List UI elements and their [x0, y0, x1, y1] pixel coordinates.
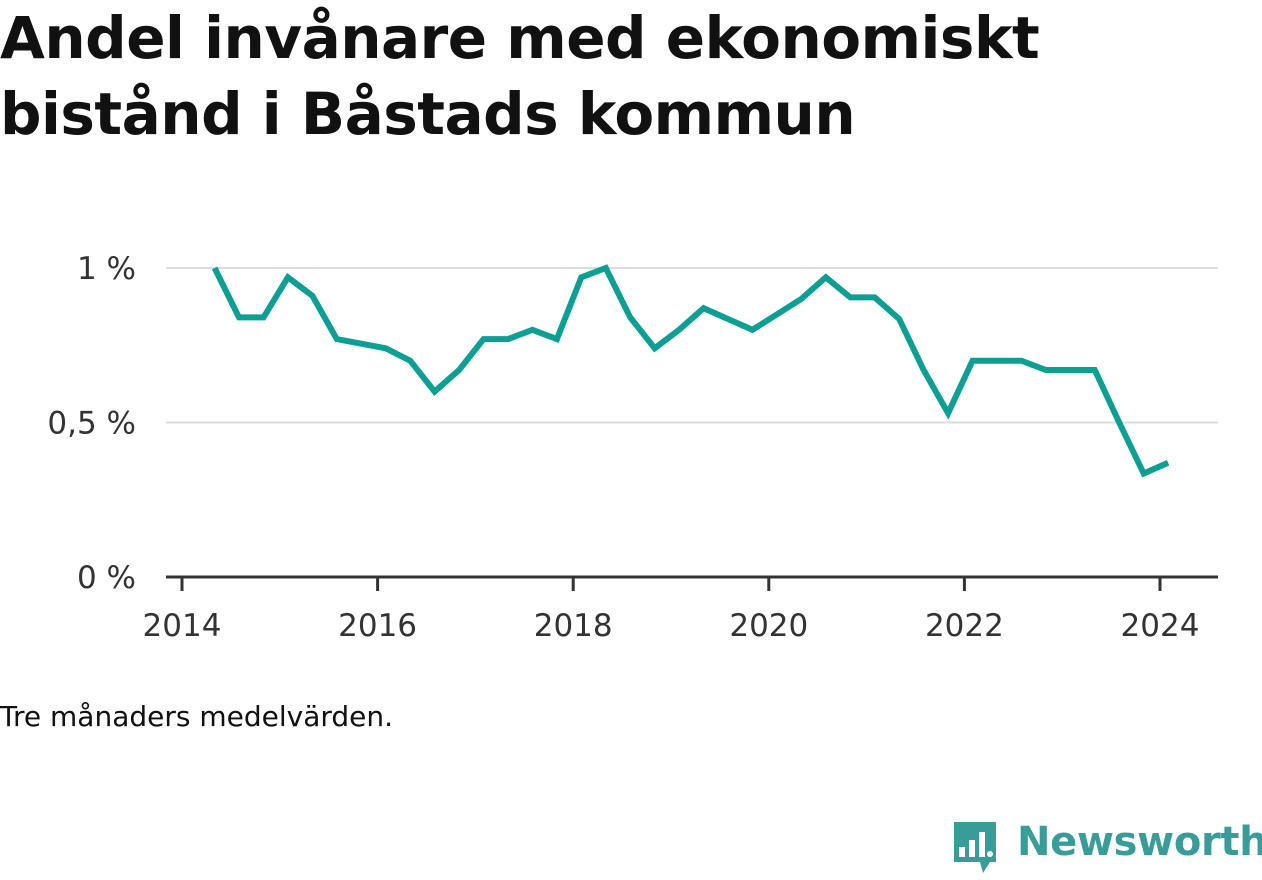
bar-chart-speech-bubble-icon [954, 822, 996, 873]
x-tick-label: 2024 [1121, 608, 1200, 644]
chart-note: Tre månaders medelvärden. [0, 700, 394, 733]
brand-name: Newsworthy [1017, 819, 1262, 865]
x-tick-label: 2016 [338, 608, 417, 644]
gridlines [166, 267, 1218, 424]
x-tick-label: 2020 [729, 608, 808, 644]
series [211, 264, 1170, 478]
line-chart: 0 % 0,5 % 1 % 2014 2016 2018 2020 2022 2024 [47, 251, 1218, 644]
series-line [211, 264, 1170, 478]
chart-title: Andel invånare med ekonomiskt bistånd i … [0, 4, 1040, 148]
x-axis: 2014 2016 2018 2020 2022 2024 [143, 577, 1200, 644]
x-tick-label: 2018 [534, 608, 613, 644]
newsworthy-logo[interactable]: Newsworthy [950, 818, 1262, 880]
x-tick-label: 2022 [925, 608, 1004, 644]
y-tick-label: 0,5 % [47, 406, 136, 442]
x-tick-label: 2014 [143, 608, 222, 644]
y-axis: 0 % 0,5 % 1 % [47, 251, 136, 596]
y-tick-label: 0 % [77, 560, 136, 596]
y-tick-label: 1 % [77, 251, 136, 287]
